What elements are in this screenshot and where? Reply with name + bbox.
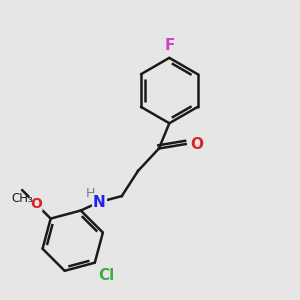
Text: CH₃: CH₃: [11, 192, 33, 205]
Text: N: N: [93, 194, 106, 209]
Text: F: F: [164, 38, 175, 52]
Text: O: O: [30, 197, 42, 211]
Text: O: O: [190, 136, 203, 152]
Text: Cl: Cl: [98, 268, 115, 283]
Text: H: H: [85, 187, 94, 200]
